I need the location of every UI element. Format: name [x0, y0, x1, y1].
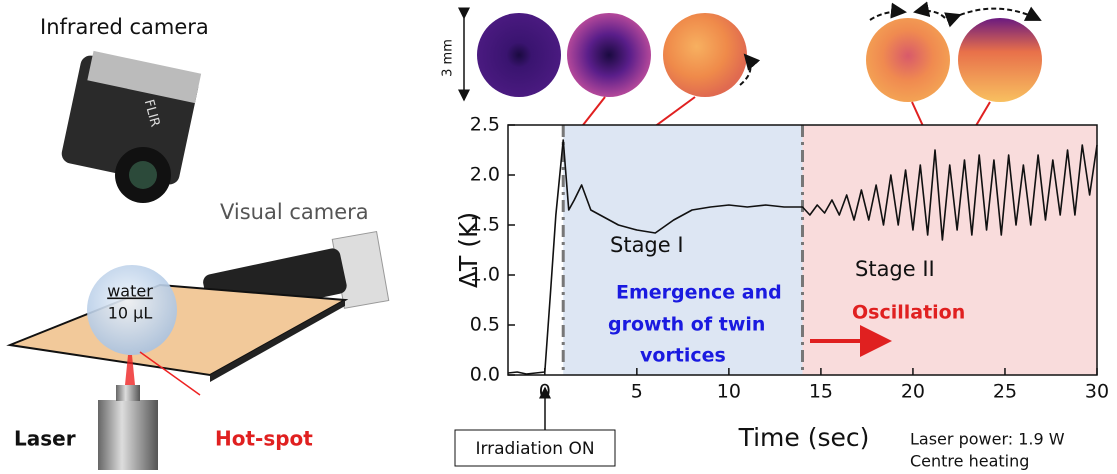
- illustration: Infrared camera FLIR Visual camera water…: [10, 15, 389, 470]
- visual-camera-label: Visual camera: [220, 200, 369, 224]
- x-tick-label: 20: [901, 381, 925, 403]
- y-tick-label: 0.0: [470, 364, 500, 386]
- scale-label: 3 mm: [441, 39, 456, 77]
- plot: 0.00.51.01.52.02.5051015202530: [470, 114, 1109, 403]
- water-label: water: [107, 282, 153, 301]
- oscillation-label: Oscillation: [852, 302, 965, 324]
- stage2-label: Stage II: [855, 257, 935, 281]
- x-tick-label: 30: [1085, 381, 1109, 403]
- x-tick-label: 10: [717, 381, 741, 403]
- volume-label: 10 µL: [108, 304, 153, 323]
- irradiation-label: Irradiation ON: [475, 439, 594, 459]
- y-axis-label: ΔT (K): [454, 212, 483, 288]
- figure: Infrared camera FLIR Visual camera water…: [0, 0, 1117, 470]
- x-tick-label: 15: [809, 381, 833, 403]
- x-tick-label: 25: [993, 381, 1017, 403]
- vortices-label: Emergence and: [616, 282, 782, 304]
- x-tick-label: 5: [631, 381, 643, 403]
- y-tick-label: 2.5: [470, 114, 500, 136]
- y-tick-label: 2.0: [470, 164, 500, 186]
- hotspot-label: Hot-spot: [215, 427, 313, 451]
- vortices-label: vortices: [640, 345, 726, 367]
- stage1-label: Stage I: [610, 233, 684, 257]
- vortices-label: growth of twin: [608, 314, 765, 336]
- heating-label: Centre heating: [910, 452, 1029, 471]
- power-label: Laser power: 1.9 W: [910, 430, 1065, 449]
- x-axis-label: Time (sec): [738, 423, 870, 452]
- ir-camera-label: Infrared camera: [40, 15, 209, 39]
- laser-label: Laser: [14, 427, 76, 451]
- y-tick-label: 0.5: [470, 314, 500, 336]
